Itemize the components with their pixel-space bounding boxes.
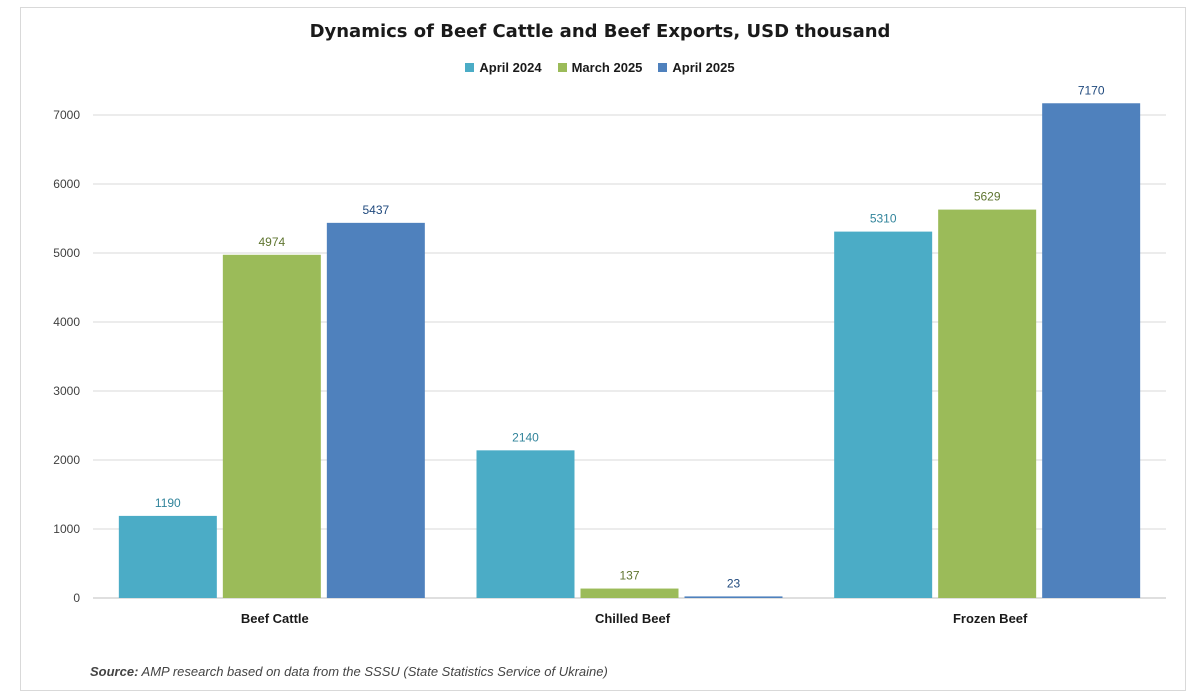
data-label: 137 — [619, 569, 639, 583]
source-text: AMP research based on data from the SSSU… — [141, 664, 608, 679]
data-label: 5629 — [974, 190, 1001, 204]
chart-title: Dynamics of Beef Cattle and Beef Exports… — [309, 21, 891, 42]
legend-label-april-2025: April 2025 — [672, 60, 735, 75]
data-label: 4974 — [258, 235, 285, 249]
data-label: 5437 — [362, 203, 389, 217]
y-tick-label: 4000 — [53, 315, 80, 329]
y-tick-label: 5000 — [53, 246, 80, 260]
legend-swatch-april-2025 — [658, 63, 668, 72]
y-tick-label: 2000 — [53, 453, 80, 467]
bar — [834, 231, 933, 599]
x-category-label: Beef Cattle — [241, 611, 309, 626]
x-category-label: Frozen Beef — [953, 611, 1028, 626]
bar — [938, 209, 1037, 598]
legend-swatch-april-2024 — [465, 63, 475, 72]
data-label: 5310 — [870, 212, 897, 226]
y-tick-label: 1000 — [53, 522, 80, 536]
source-label: Source: — [90, 664, 139, 679]
source-note: Source: AMP research based on data from … — [90, 664, 608, 679]
legend-label-april-2024: April 2024 — [479, 60, 542, 75]
bar — [1042, 103, 1141, 599]
x-category-label: Chilled Beef — [595, 611, 671, 626]
legend-item-march-2025: March 2025 — [557, 60, 643, 75]
y-tick-label: 0 — [73, 591, 80, 605]
data-label: 7170 — [1078, 83, 1105, 97]
data-label: 23 — [727, 576, 741, 590]
legend-item-april-2024: April 2024 — [465, 60, 542, 75]
legend-swatch-march-2025 — [557, 63, 567, 72]
bar — [326, 222, 425, 599]
y-tick-label: 3000 — [53, 384, 80, 398]
y-tick-label: 7000 — [53, 108, 80, 122]
bar — [222, 254, 321, 598]
legend-label-march-2025: March 2025 — [571, 60, 643, 75]
bar — [580, 588, 679, 598]
bar — [476, 450, 575, 598]
data-label: 2140 — [512, 430, 539, 444]
bar — [118, 515, 217, 598]
bar — [684, 596, 783, 598]
data-label: 1190 — [155, 496, 181, 510]
chart-legend: April 2024 March 2025 April 2025 — [0, 60, 1200, 75]
y-tick-label: 6000 — [53, 177, 80, 191]
legend-item-april-2025: April 2025 — [658, 60, 735, 75]
